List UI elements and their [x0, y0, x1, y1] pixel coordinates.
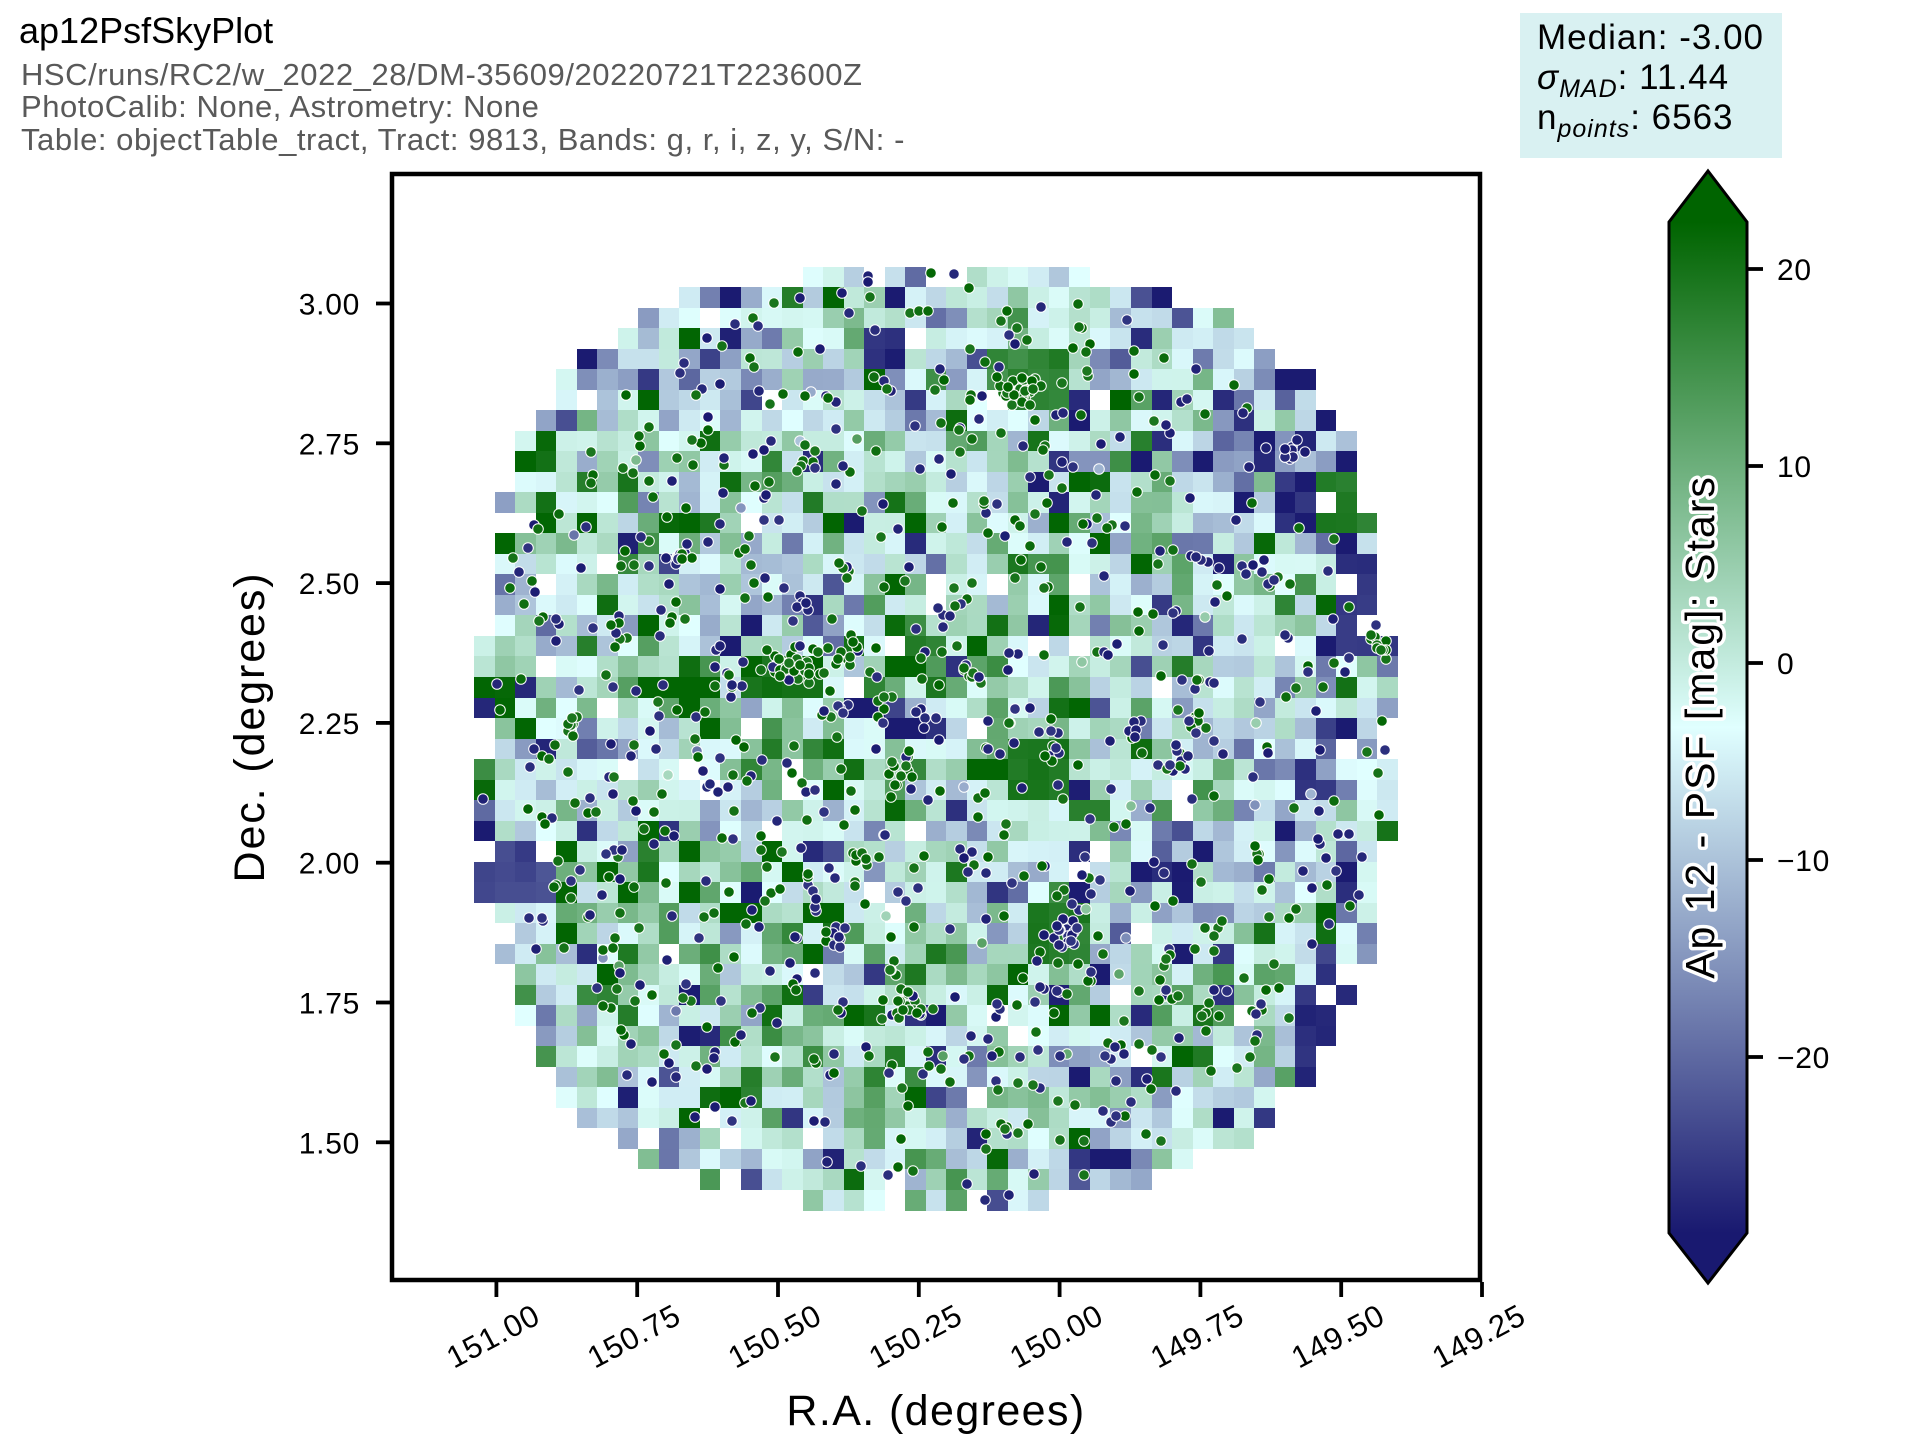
svg-text:20: 20 — [1777, 254, 1812, 287]
svg-text:0: 0 — [1777, 648, 1794, 681]
svg-text:2.00: 2.00 — [299, 848, 360, 881]
svg-text:1.50: 1.50 — [299, 1127, 360, 1160]
svg-text:2.75: 2.75 — [299, 428, 360, 461]
svg-text:R.A. (degrees): R.A. (degrees) — [786, 1387, 1085, 1435]
svg-text:−10: −10 — [1777, 845, 1830, 878]
svg-text:HSC/runs/RC2/w_2022_28/DM-3560: HSC/runs/RC2/w_2022_28/DM-35609/20220721… — [21, 57, 863, 92]
svg-text:Table: objectTable_tract, Trac: Table: objectTable_tract, Tract: 9813, B… — [21, 122, 905, 157]
svg-text:2.25: 2.25 — [299, 708, 360, 741]
svg-text:Median: -3.00: Median: -3.00 — [1537, 18, 1764, 57]
svg-text:Dec. (degrees): Dec. (degrees) — [226, 572, 274, 883]
svg-text:1.75: 1.75 — [299, 988, 360, 1021]
svg-text:σMAD: 11.44: σMAD: 11.44 — [1537, 58, 1729, 103]
svg-text:Ap 12 - PSF [mag]: Stars: Ap 12 - PSF [mag]: Stars — [1677, 475, 1723, 979]
svg-text:−20: −20 — [1777, 1042, 1830, 1075]
svg-text:3.00: 3.00 — [299, 289, 360, 322]
svg-text:10: 10 — [1777, 451, 1812, 484]
svg-text:PhotoCalib: None, Astrometry:: PhotoCalib: None, Astrometry: None — [21, 89, 539, 124]
svg-text:ap12PsfSkyPlot: ap12PsfSkyPlot — [19, 10, 273, 51]
svg-text:2.50: 2.50 — [299, 568, 360, 601]
